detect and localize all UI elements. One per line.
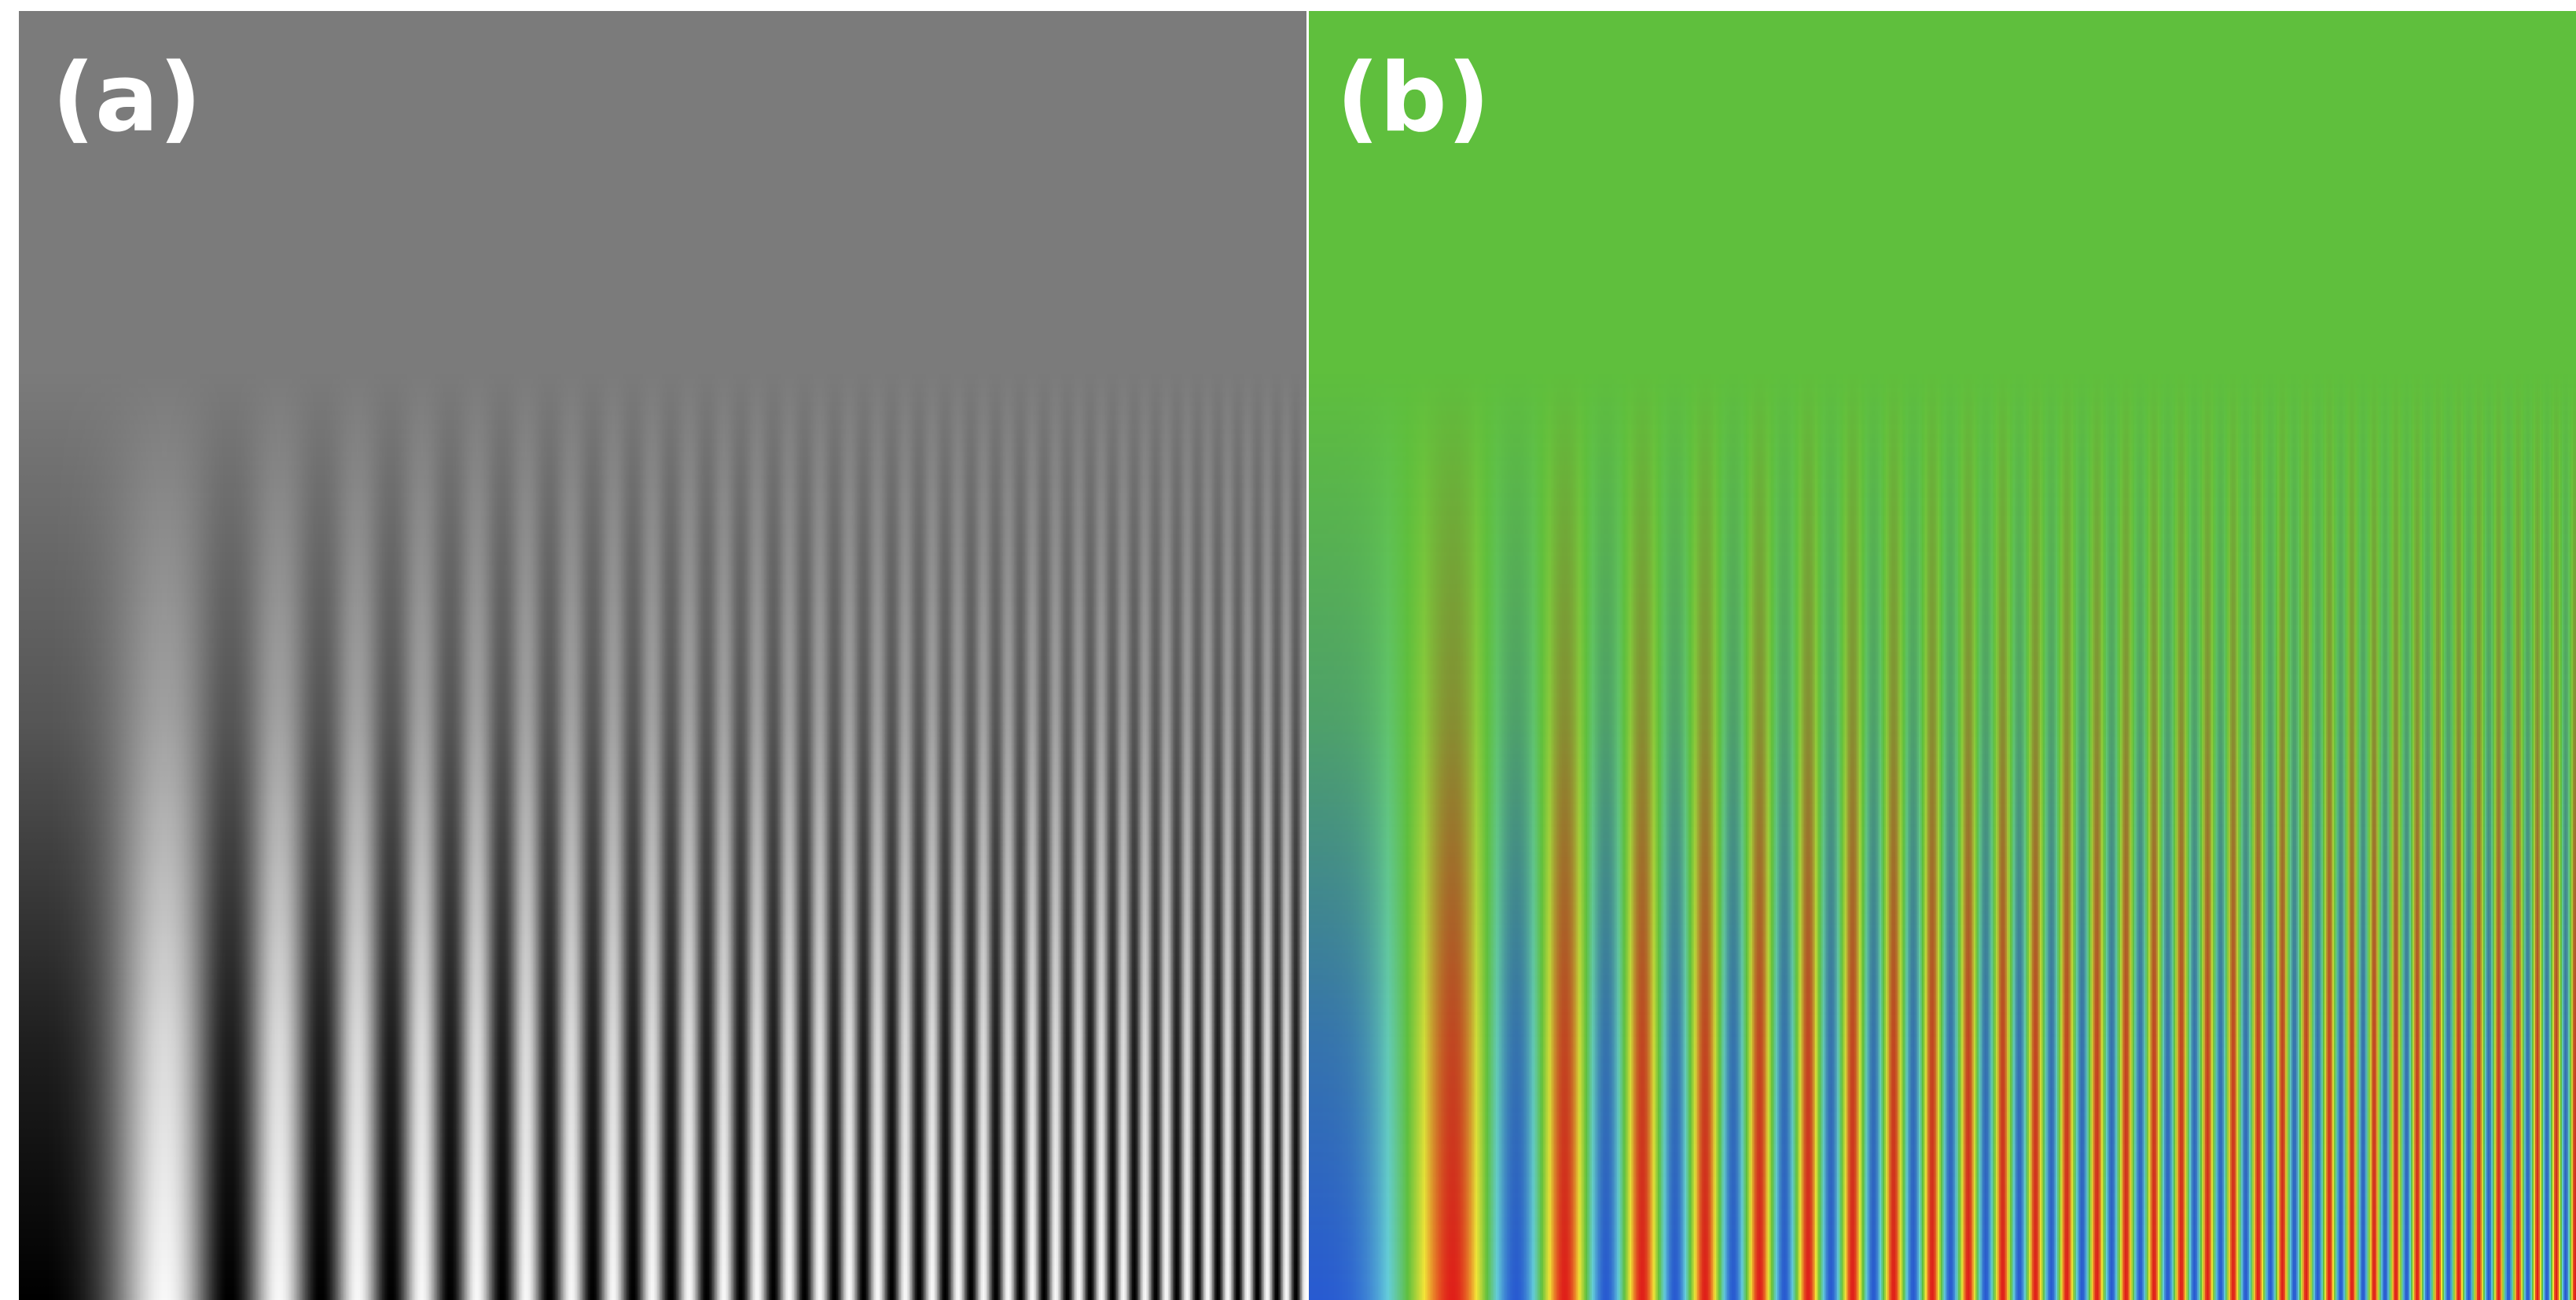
panel-label: (a) — [52, 44, 202, 153]
grating-b — [1309, 11, 2576, 1300]
page: (a) (b) (() => { const data = JSON.parse… — [0, 0, 2576, 1300]
grating-column — [1305, 11, 1307, 1300]
panel-label: (b) — [1336, 44, 1490, 153]
figure: (a) (b) — [0, 0, 2576, 1300]
grating-a — [19, 11, 1307, 1300]
